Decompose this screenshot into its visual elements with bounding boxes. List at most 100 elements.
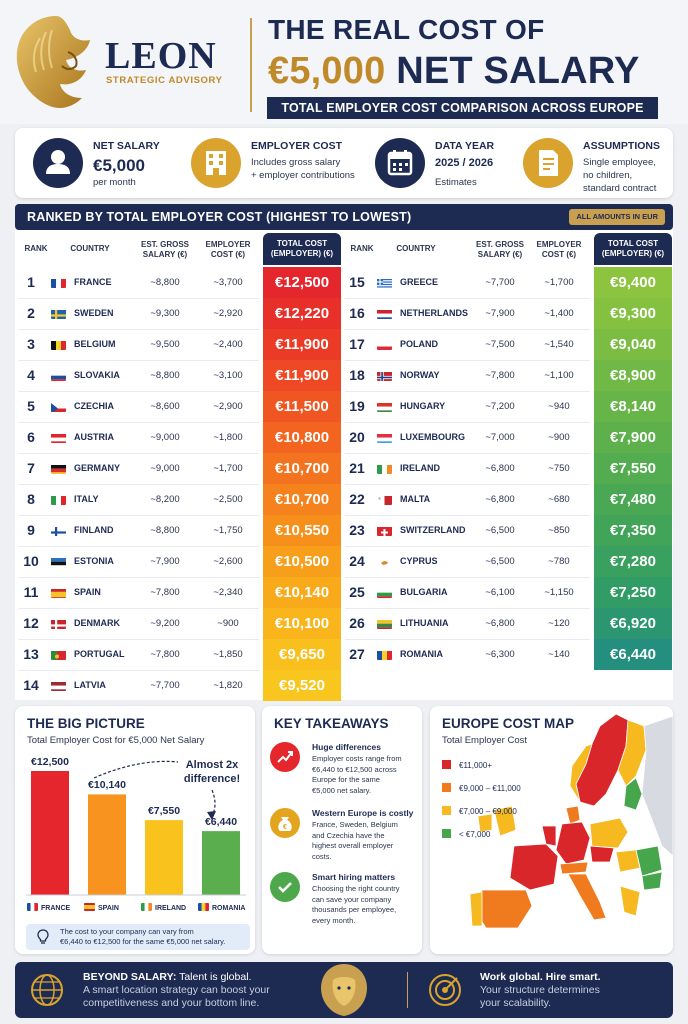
info-assumptions: ASSUMPTIONS Single employee, no children,… <box>523 136 668 195</box>
row-rank: 22 <box>349 491 365 507</box>
bar-spain <box>88 794 126 895</box>
info-title: EMPLOYER COST <box>251 140 343 152</box>
col-head-rank-right: RANK <box>350 244 374 253</box>
flag-fr-icon <box>27 903 38 911</box>
row-rank: 21 <box>349 460 365 476</box>
table-row: 20 LUXEMBOURG ~7,000 ~900 €7,900 <box>345 422 672 453</box>
map-subtitle: Total Employer Cost <box>442 735 528 746</box>
takeaway-body-line: and Czechia have the <box>312 830 385 840</box>
table-row: 11 SPAIN ~7,800 ~2,340 €10,140 <box>19 577 341 608</box>
legend-swatch <box>442 783 451 792</box>
row-employer: ~750 <box>548 463 570 474</box>
lion-footer-icon <box>321 964 367 1016</box>
bar-category-text: SPAIN <box>98 905 119 912</box>
legend-label: €9,000 – €11,000 <box>459 784 521 793</box>
col-head-employer: EMPLOYER COST (€) <box>203 240 253 260</box>
lion-logo-icon <box>16 16 90 108</box>
checkmark-icon <box>270 872 300 902</box>
row-gross: ~7,900 <box>485 308 515 319</box>
row-gross: ~6,100 <box>485 587 515 598</box>
row-country: BELGIUM <box>74 339 116 349</box>
takeaway-body-line: thousands per employee, <box>312 905 397 914</box>
map-region-denmark <box>565 805 581 825</box>
flag-ee-icon <box>51 556 66 567</box>
col-head-line: (EMPLOYER) (€) <box>270 249 334 258</box>
info-lines: Single employee, no children, standard con… <box>583 156 656 195</box>
row-separator <box>19 422 259 423</box>
takeaway-body-line: every month. <box>312 915 356 925</box>
bar-romania <box>202 831 240 895</box>
info-line: + employer contributions <box>251 170 355 181</box>
flag-ie-icon <box>377 463 392 474</box>
row-total: €7,280 <box>594 546 672 577</box>
row-separator <box>19 484 259 485</box>
row-separator <box>19 546 259 547</box>
footer-left-bold: BEYOND SALARY: <box>83 971 177 983</box>
row-separator <box>345 639 590 640</box>
note-line: €6,440 to €12,500 for the same €5,000 ne… <box>60 937 226 946</box>
arrow-head <box>207 811 216 820</box>
map-region-benelux <box>541 825 557 847</box>
row-gross: ~7,800 <box>150 587 180 598</box>
difference-callout: Almost 2x difference! <box>178 758 246 786</box>
table-row: 16 NETHERLANDS ~7,900 ~1,400 €9,300 <box>345 298 672 329</box>
row-employer: ~1,150 <box>544 587 574 598</box>
map-region-austria <box>559 861 589 875</box>
callout-line: difference! <box>183 773 241 785</box>
flag-fr-icon <box>51 277 66 288</box>
row-total: €7,480 <box>594 484 672 515</box>
row-total: €8,140 <box>594 391 672 422</box>
row-total: €7,350 <box>594 515 672 546</box>
col-head-line: TOTAL COST <box>607 239 659 248</box>
row-total: €9,650 <box>263 639 341 670</box>
bar-france <box>31 771 69 895</box>
map-region-germany <box>555 821 591 865</box>
row-employer: ~2,900 <box>213 401 243 412</box>
row-gross: ~9,000 <box>150 432 180 443</box>
takeaway-body-line: Employer costs range from <box>312 754 402 763</box>
row-total: €12,500 <box>263 267 341 298</box>
row-separator <box>345 329 590 330</box>
col-head-gross-right: EST. GROSS SALARY (€) <box>470 240 530 260</box>
row-country: ROMANIA <box>400 649 443 659</box>
row-total: €9,520 <box>263 670 341 701</box>
bar-ireland <box>145 820 183 895</box>
takeaway-body-line: can save your company <box>312 894 392 904</box>
row-rank: 4 <box>27 367 35 383</box>
row-country: ESTONIA <box>74 556 114 566</box>
callout-line: Almost 2x <box>185 759 239 771</box>
info-line: standard contract <box>583 183 657 194</box>
ranking-table: RANK COUNTRY EST. GROSS SALARY (€) EMPLOY… <box>15 230 673 701</box>
row-separator <box>19 453 259 454</box>
map-region-czechia <box>589 845 615 863</box>
row-employer: ~1,700 <box>213 463 243 474</box>
row-rank: 27 <box>349 646 365 662</box>
row-gross: ~8,800 <box>150 525 180 536</box>
takeaway-body-line: €5,000 net salary. <box>312 785 372 795</box>
row-country: LATVIA <box>74 680 106 690</box>
flag-sk-icon <box>51 370 66 381</box>
map-legend-item: €7,000 – €9,000 <box>442 806 517 816</box>
footer-left-line: competitiveness and your bottom line. <box>83 997 260 1009</box>
row-employer: ~2,340 <box>213 587 243 598</box>
row-total: €10,100 <box>263 608 341 639</box>
row-total: €9,040 <box>594 329 672 360</box>
bar-value-label: €6,440 <box>204 816 238 829</box>
ranking-title: RANKED BY TOTAL EMPLOYER COST (HIGHEST T… <box>27 210 412 224</box>
row-rank: 23 <box>349 522 365 538</box>
flag-it-icon <box>51 494 66 505</box>
row-total: €7,900 <box>594 422 672 453</box>
map-region-portugal <box>469 891 483 927</box>
header-divider <box>250 18 252 112</box>
row-gross: ~6,800 <box>485 494 515 505</box>
row-country: POLAND <box>400 339 438 349</box>
brand-name: LEON <box>105 35 217 77</box>
takeaway-body-line: Europe for the same <box>312 775 380 784</box>
row-country: SPAIN <box>74 587 101 597</box>
info-data-year: DATA YEAR 2025 / 2026 Estimates <box>375 136 515 192</box>
row-rank: 10 <box>23 553 39 569</box>
info-employer-cost: EMPLOYER COST Includes gross salary + emp… <box>191 136 366 192</box>
header: LEON STRATEGIC ADVISORY THE REAL COST OF… <box>0 0 688 124</box>
row-country: AUSTRIA <box>74 432 114 442</box>
flag-es-icon <box>51 587 66 598</box>
